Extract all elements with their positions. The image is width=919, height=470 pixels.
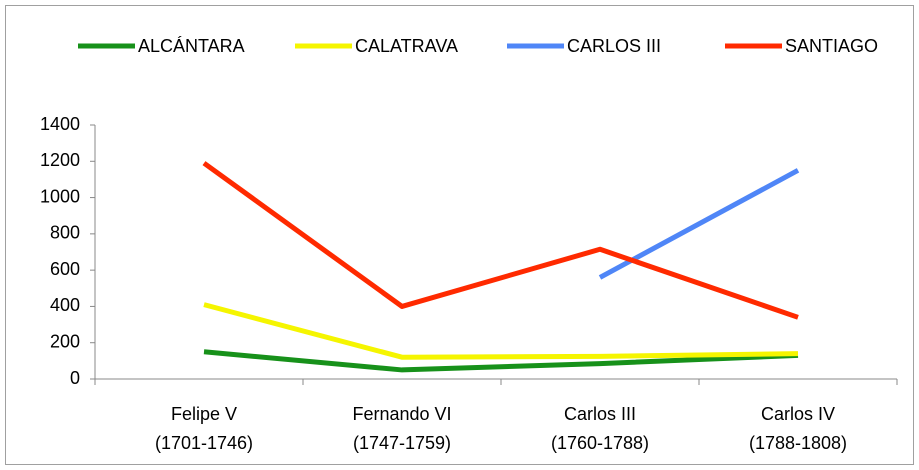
x-tick-label: (1747-1759) xyxy=(353,433,451,453)
y-tick-label: 600 xyxy=(50,259,80,279)
x-tick-label: (1788-1808) xyxy=(749,433,847,453)
x-tick-label: Felipe V xyxy=(171,404,237,424)
series-line xyxy=(203,349,799,373)
y-tick-label: 200 xyxy=(50,331,80,351)
chart-border xyxy=(5,5,914,465)
x-tick-label: (1760-1788) xyxy=(551,433,649,453)
x-tick-label: (1701-1746) xyxy=(155,433,253,453)
y-tick-label: 0 xyxy=(70,368,80,388)
x-tick-label: Fernando VI xyxy=(352,404,451,424)
x-tick-label: Carlos III xyxy=(564,404,636,424)
legend-label: ALCÁNTARA xyxy=(138,36,245,56)
y-tick-label: 1200 xyxy=(40,150,80,170)
y-tick-label: 1400 xyxy=(40,114,80,134)
x-tick-label: Carlos IV xyxy=(761,404,835,424)
legend-label: CARLOS III xyxy=(567,36,661,56)
y-tick-label: 1000 xyxy=(40,186,80,206)
series-line xyxy=(202,161,799,320)
legend-label: SANTIAGO xyxy=(785,36,878,56)
legend-label: CALATRAVA xyxy=(355,36,458,56)
y-tick-label: 800 xyxy=(50,223,80,243)
y-tick-label: 400 xyxy=(50,295,80,315)
series-line xyxy=(203,302,799,360)
